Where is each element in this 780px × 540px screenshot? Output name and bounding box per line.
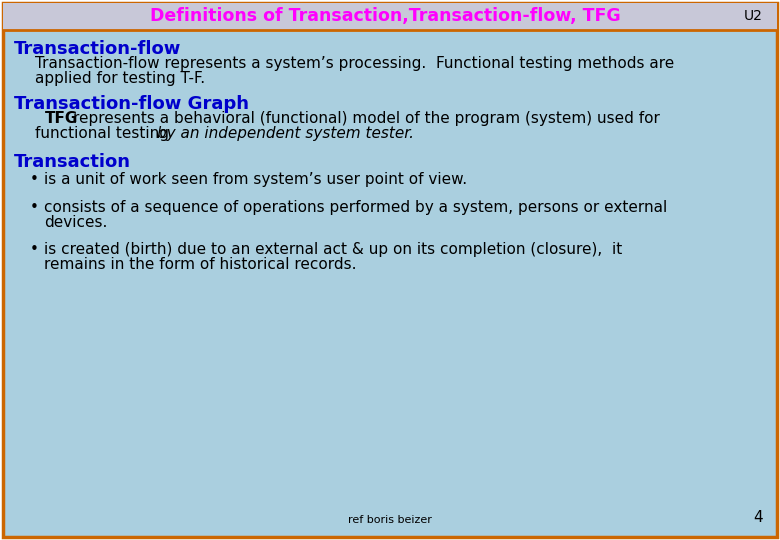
Bar — [3, 3, 777, 30]
Text: devices.: devices. — [44, 215, 108, 230]
Text: is a unit of work seen from system’s user point of view.: is a unit of work seen from system’s use… — [44, 172, 467, 187]
Text: Transaction-flow: Transaction-flow — [14, 40, 182, 58]
Text: ref boris beizer: ref boris beizer — [348, 515, 432, 525]
Text: U2: U2 — [744, 10, 763, 24]
Text: is created (birth) due to an external act & up on its completion (closure),  it: is created (birth) due to an external ac… — [44, 242, 622, 257]
Text: functional testing: functional testing — [35, 126, 174, 141]
Text: by an independent system tester.: by an independent system tester. — [157, 126, 414, 141]
Text: •: • — [30, 172, 39, 187]
Text: TFG: TFG — [45, 111, 78, 126]
Text: consists of a sequence of operations performed by a system, persons or external: consists of a sequence of operations per… — [44, 200, 667, 215]
Text: applied for testing T-F.: applied for testing T-F. — [35, 71, 205, 86]
Text: Transaction-flow represents a system’s processing.  Functional testing methods a: Transaction-flow represents a system’s p… — [35, 56, 674, 71]
Text: Definitions of Transaction,Transaction-flow, TFG: Definitions of Transaction,Transaction-f… — [150, 8, 620, 25]
Text: Transaction: Transaction — [14, 153, 131, 171]
Text: Transaction-flow Graph: Transaction-flow Graph — [14, 95, 249, 113]
Text: •: • — [30, 242, 39, 257]
Text: 4: 4 — [753, 510, 763, 525]
Text: represents a behavioral (functional) model of the program (system) used for: represents a behavioral (functional) mod… — [73, 111, 660, 126]
Text: remains in the form of historical records.: remains in the form of historical record… — [44, 257, 356, 272]
Text: •: • — [30, 200, 39, 215]
